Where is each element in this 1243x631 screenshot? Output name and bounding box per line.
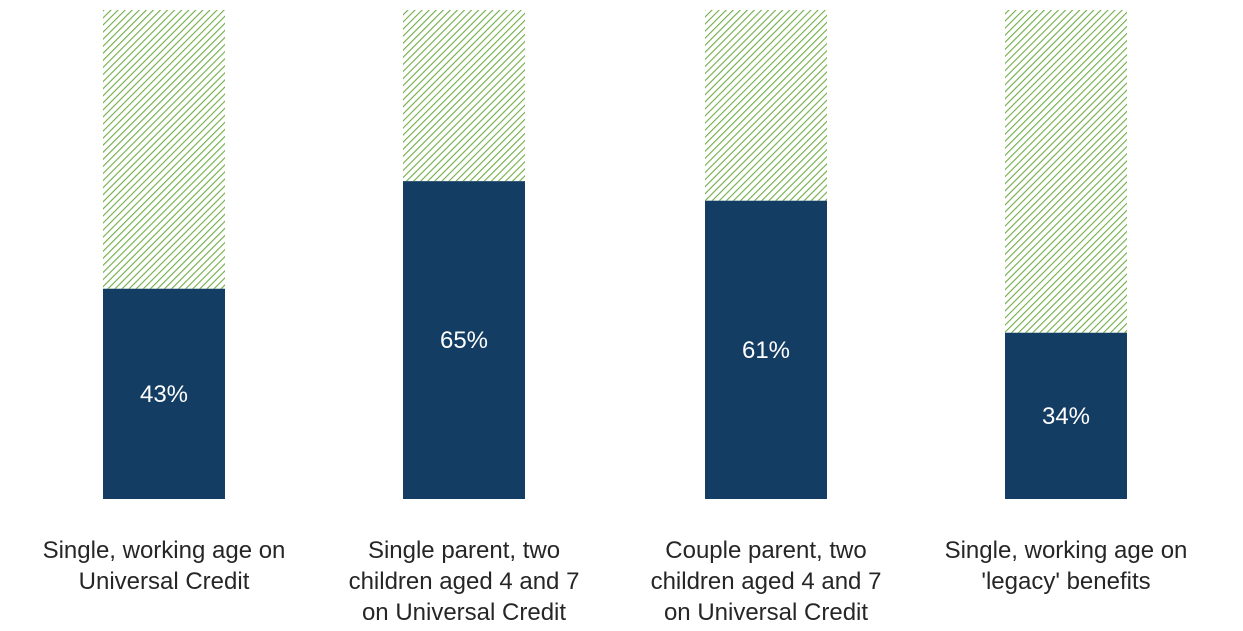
- remainder-bar: [1005, 10, 1127, 333]
- data-label: 43%: [140, 381, 188, 408]
- category-label: children aged 4 and 7: [651, 568, 882, 595]
- category-label: children aged 4 and 7: [349, 568, 580, 595]
- data-label: 34%: [1042, 403, 1090, 430]
- data-label: 65%: [440, 327, 488, 354]
- category-label: Universal Credit: [79, 568, 250, 595]
- value-bar: [1005, 332, 1127, 499]
- category-label: on Universal Credit: [362, 599, 566, 626]
- remainder-bar: [705, 10, 827, 201]
- category-label: 'legacy' benefits: [981, 568, 1150, 595]
- bars-group: 43% 65% 61% 34%: [103, 10, 1127, 499]
- value-bar: [705, 200, 827, 499]
- value-bar: [403, 181, 525, 499]
- data-label: 61%: [742, 337, 790, 364]
- category-labels-group: Single, working age on Universal Credit Si…: [43, 537, 1188, 626]
- category-label: Couple parent, two: [665, 537, 866, 564]
- remainder-bar: [103, 10, 225, 289]
- category-label: Single parent, two: [368, 537, 560, 564]
- category-label: on Universal Credit: [664, 599, 868, 626]
- value-bar: [103, 288, 225, 499]
- remainder-bar: [403, 10, 525, 182]
- category-label: Single, working age on: [43, 537, 286, 564]
- category-label: Single, working age on: [945, 537, 1188, 564]
